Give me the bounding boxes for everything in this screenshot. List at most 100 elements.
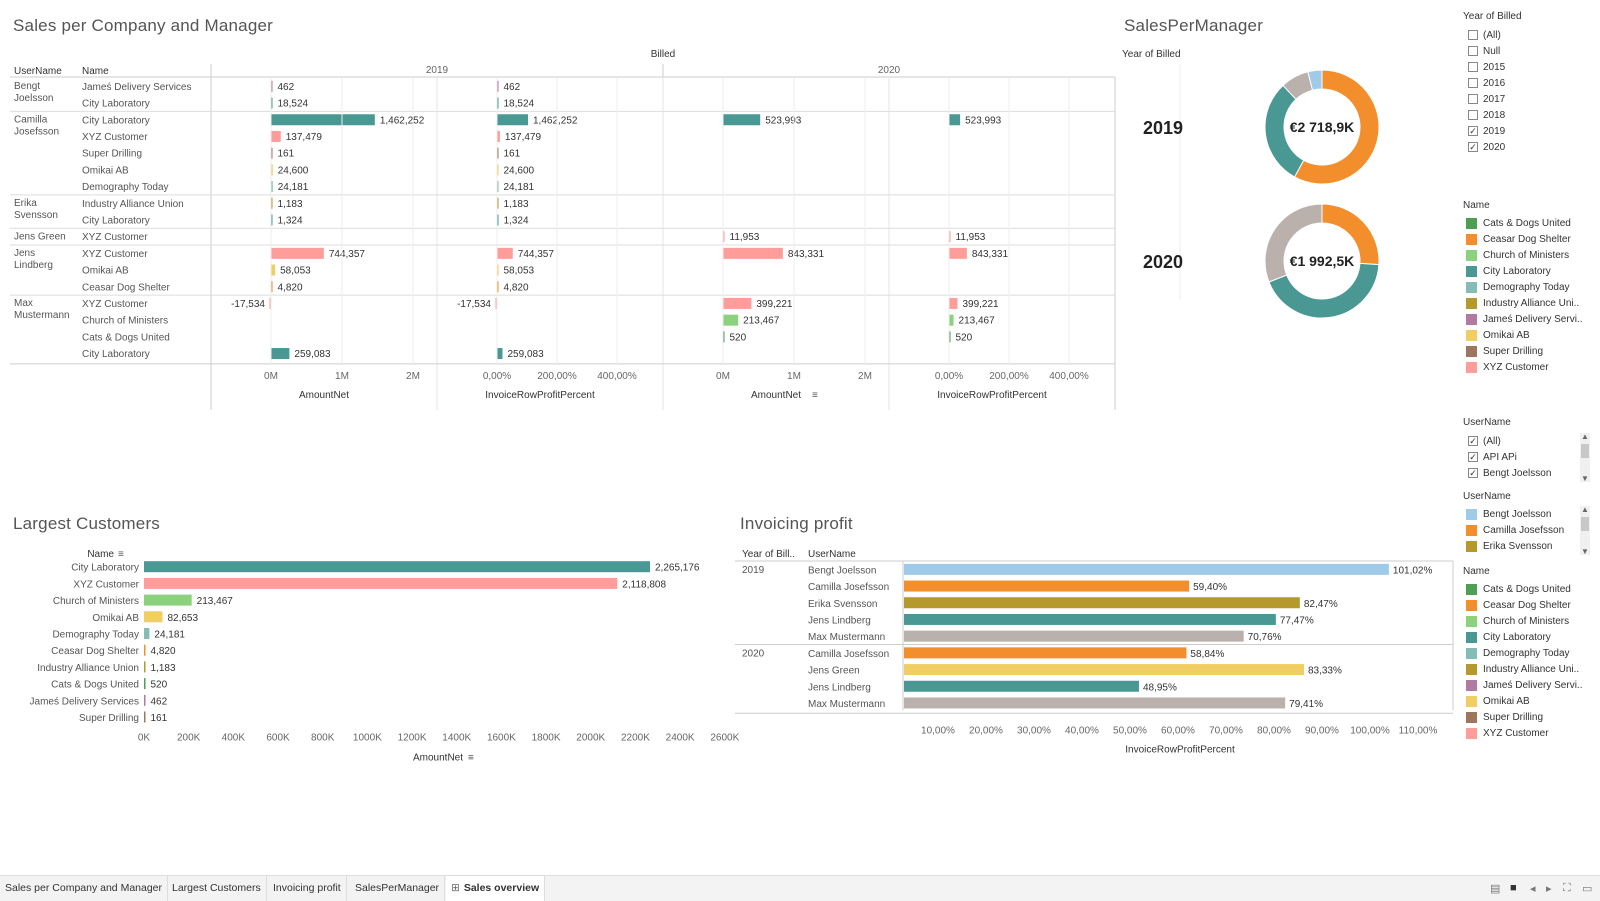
scroll-down-icon[interactable]: ▼ bbox=[1581, 474, 1589, 483]
checked-checkbox-icon[interactable]: ✓ bbox=[1468, 126, 1478, 136]
largest-axis-header: Name bbox=[87, 549, 114, 560]
legend-item[interactable]: Jameś Delivery Servi.. bbox=[1466, 311, 1593, 327]
legend-item[interactable]: Camilla Josefsson bbox=[1466, 522, 1593, 538]
largest-category-label: XYZ Customer bbox=[73, 579, 139, 590]
present-icon[interactable]: ▭ bbox=[1582, 883, 1593, 895]
legend-item[interactable]: Demography Today bbox=[1466, 279, 1593, 295]
legend-item[interactable]: Erika Svensson bbox=[1466, 538, 1593, 554]
tab-invoicing-profit[interactable]: Invoicing profit bbox=[268, 876, 347, 901]
largest-bar-label: 2,265,176 bbox=[655, 563, 700, 574]
filter-item[interactable]: ✓ (All) bbox=[1468, 433, 1551, 449]
legend-item[interactable]: Ceasar Dog Shelter bbox=[1466, 597, 1593, 613]
filter-item[interactable]: 2016 bbox=[1468, 75, 1505, 91]
row-name-label: City Laboratory bbox=[82, 215, 150, 226]
filter-item[interactable]: 2018 bbox=[1468, 107, 1505, 123]
profit-axis-tick: 70,00% bbox=[1209, 725, 1243, 736]
checkbox-icon[interactable] bbox=[1468, 46, 1478, 56]
filter-item[interactable]: ✓ Bengt Joelsson bbox=[1468, 465, 1551, 481]
legend-item[interactable]: Cats & Dogs United bbox=[1466, 215, 1593, 231]
row-user-label: Joelsson bbox=[14, 93, 53, 104]
legend-item[interactable]: Omikai AB bbox=[1466, 327, 1593, 343]
matrix-bar-label: 4,820 bbox=[504, 282, 529, 293]
largest-axis-tick: 2200K bbox=[621, 733, 650, 744]
prev-icon[interactable]: ◂ bbox=[1530, 883, 1536, 895]
matrix-bar-label: 399,221 bbox=[756, 299, 793, 310]
filter-item[interactable]: ✓ 2020 bbox=[1468, 139, 1505, 155]
checked-checkbox-icon[interactable]: ✓ bbox=[1468, 452, 1478, 462]
checkbox-icon[interactable] bbox=[1468, 62, 1478, 72]
username-legend-scrollbar[interactable]: ▲ ▼ bbox=[1580, 505, 1590, 556]
tab-sales-per-manager[interactable]: SalesPerManager bbox=[350, 876, 446, 901]
axis-title: AmountNet bbox=[751, 390, 801, 401]
axis-title: InvoiceRowProfitPercent bbox=[937, 390, 1047, 401]
matrix-bar bbox=[271, 281, 273, 293]
next-icon[interactable]: ▸ bbox=[1546, 883, 1552, 895]
stop-icon[interactable]: ■ bbox=[1510, 882, 1517, 894]
legend-item[interactable]: Jameś Delivery Servi.. bbox=[1466, 677, 1593, 693]
legend-item[interactable]: City Laboratory bbox=[1466, 629, 1593, 645]
filter-item[interactable]: (All) bbox=[1468, 27, 1505, 43]
profit-bar bbox=[904, 630, 1244, 642]
checked-checkbox-icon[interactable]: ✓ bbox=[1468, 142, 1478, 152]
donut-year-label: 2019 bbox=[1143, 118, 1183, 138]
tab-sales-overview[interactable]: ⊞ Sales overview bbox=[446, 876, 546, 901]
profit-bar bbox=[904, 647, 1187, 659]
legend-item[interactable]: Church of Ministers bbox=[1466, 247, 1593, 263]
legend-item[interactable]: City Laboratory bbox=[1466, 263, 1593, 279]
year-filter[interactable]: (All) Null 2015 2016 2017 2018 ✓ 2019 ✓ 2020 bbox=[1468, 27, 1505, 155]
checkbox-icon[interactable] bbox=[1468, 30, 1478, 40]
checkbox-icon[interactable] bbox=[1468, 78, 1478, 88]
row-name-label: Cats & Dogs United bbox=[82, 332, 170, 343]
year-filter-title: Year of Billed bbox=[1463, 11, 1522, 22]
filter-item[interactable]: ✓ API APi bbox=[1468, 449, 1551, 465]
scroll-down-icon[interactable]: ▼ bbox=[1581, 547, 1589, 556]
matrix-bar-label: -17,534 bbox=[457, 299, 491, 310]
year-header-2020: 2020 bbox=[878, 65, 901, 76]
profit-user-label: Jens Lindberg bbox=[808, 682, 871, 693]
filter-item[interactable]: 2017 bbox=[1468, 91, 1505, 107]
row-name-label: Jameś Delivery Services bbox=[82, 82, 191, 93]
legend-item[interactable]: Industry Alliance Uni.. bbox=[1466, 661, 1593, 677]
legend-item[interactable]: XYZ Customer bbox=[1466, 359, 1593, 375]
axis-tick: 0,00% bbox=[935, 371, 963, 382]
tab-sales-company-manager[interactable]: Sales per Company and Manager bbox=[0, 876, 169, 901]
username-filter-scrollbar[interactable]: ▲ ▼ bbox=[1580, 432, 1590, 483]
profit-user-label: Jens Lindberg bbox=[808, 615, 871, 626]
filter-item[interactable]: 2015 bbox=[1468, 59, 1505, 75]
row-name-label: XYZ Customer bbox=[82, 249, 148, 260]
axis-tick: 0M bbox=[264, 371, 278, 382]
legend-swatch bbox=[1466, 524, 1477, 536]
legend-item[interactable]: Omikai AB bbox=[1466, 693, 1593, 709]
checkbox-icon[interactable] bbox=[1468, 110, 1478, 120]
legend-item[interactable]: Bengt Joelsson bbox=[1466, 506, 1593, 522]
scroll-up-icon[interactable]: ▲ bbox=[1581, 505, 1589, 514]
filter-item[interactable]: Null bbox=[1468, 43, 1505, 59]
legend-item[interactable]: Ceasar Dog Shelter bbox=[1466, 231, 1593, 247]
matrix-bar-label: 11,953 bbox=[730, 232, 760, 243]
fullscreen-icon[interactable]: ⛶ bbox=[1563, 882, 1571, 894]
legend-swatch bbox=[1466, 540, 1477, 552]
legend-item[interactable]: Super Drilling bbox=[1466, 343, 1593, 359]
scroll-up-icon[interactable]: ▲ bbox=[1581, 432, 1589, 441]
legend-item[interactable]: Super Drilling bbox=[1466, 709, 1593, 725]
largest-bar bbox=[144, 694, 146, 706]
username-filter[interactable]: ✓ (All) ✓ API APi ✓ Bengt Joelsson bbox=[1468, 433, 1551, 481]
checked-checkbox-icon[interactable]: ✓ bbox=[1468, 468, 1478, 478]
legend-item[interactable]: Industry Alliance Uni.. bbox=[1466, 295, 1593, 311]
largest-axis-tick: 200K bbox=[177, 733, 201, 744]
matrix-bar-label: 259,083 bbox=[507, 349, 544, 360]
checked-checkbox-icon[interactable]: ✓ bbox=[1468, 436, 1478, 446]
legend-item[interactable]: Cats & Dogs United bbox=[1466, 581, 1593, 597]
profit-bar bbox=[904, 664, 1304, 676]
filter-item[interactable]: ✓ 2019 bbox=[1468, 123, 1505, 139]
matrix-bar bbox=[497, 214, 499, 226]
checkbox-icon[interactable] bbox=[1468, 94, 1478, 104]
matrix-bar bbox=[949, 114, 961, 126]
legend-item[interactable]: XYZ Customer bbox=[1466, 725, 1593, 741]
legend-item[interactable]: Demography Today bbox=[1466, 645, 1593, 661]
view-icon[interactable]: ▤ bbox=[1490, 883, 1501, 895]
tab-largest-customers[interactable]: Largest Customers bbox=[167, 876, 267, 901]
legend-item[interactable]: Church of Ministers bbox=[1466, 613, 1593, 629]
filter-item-label: 2019 bbox=[1483, 125, 1506, 137]
legend-label: Cats & Dogs United bbox=[1483, 217, 1571, 229]
